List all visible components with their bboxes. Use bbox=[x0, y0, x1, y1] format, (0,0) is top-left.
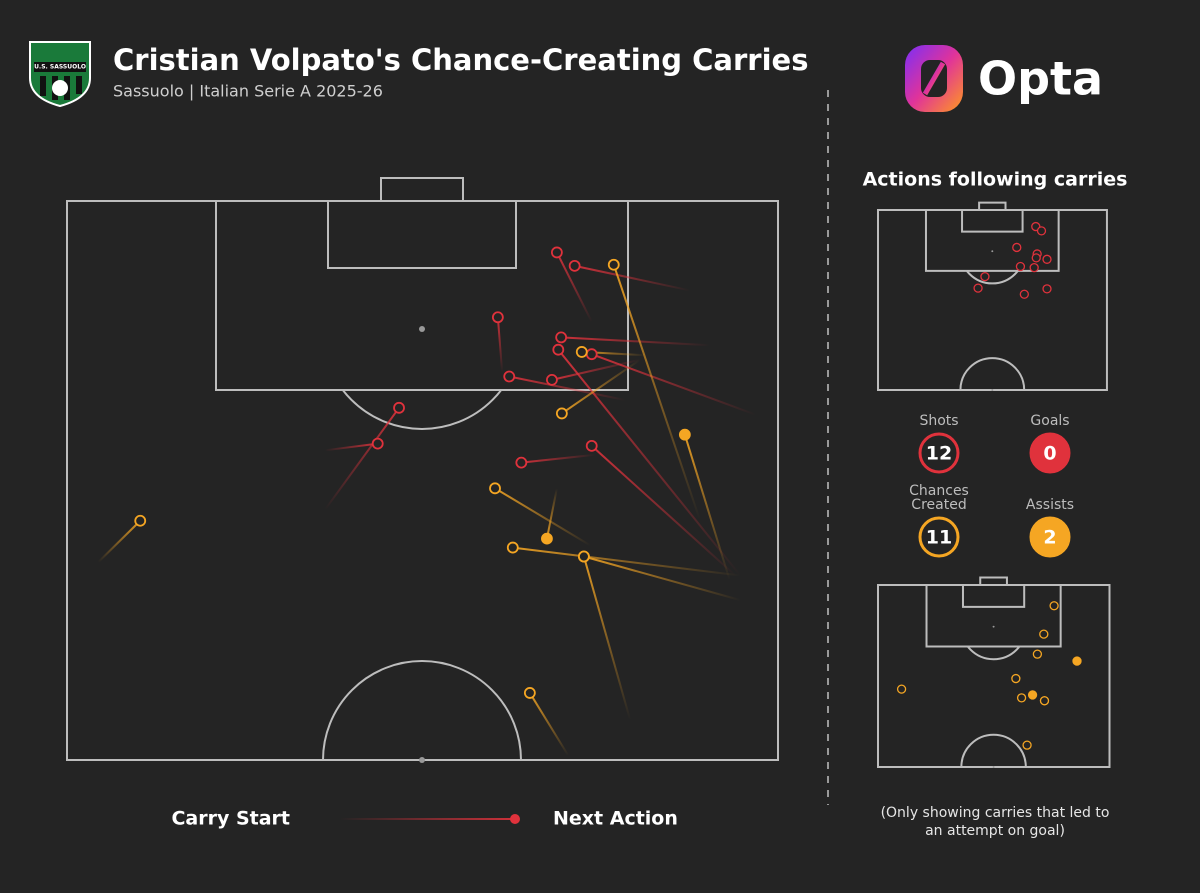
carry-end bbox=[546, 373, 558, 386]
inset-point bbox=[1049, 601, 1059, 611]
inset-point bbox=[1029, 262, 1039, 273]
stat-label: Shots bbox=[919, 413, 959, 429]
carry-line bbox=[545, 488, 558, 539]
carry-end bbox=[550, 246, 563, 259]
inset-pitch-bottom bbox=[878, 578, 1110, 768]
carry-line bbox=[529, 692, 570, 757]
stat-circle bbox=[918, 516, 960, 558]
inset-point bbox=[973, 283, 983, 293]
inset-point bbox=[1022, 740, 1032, 750]
chart-title: Cristian Volpato's Chance-Creating Carri… bbox=[113, 43, 808, 77]
carry-line bbox=[97, 520, 141, 563]
inset-point bbox=[1019, 289, 1029, 299]
carry-line bbox=[494, 487, 591, 547]
carry-end bbox=[552, 343, 565, 356]
carry-end bbox=[585, 439, 598, 452]
carry-end bbox=[515, 456, 528, 469]
inset-pitch-top bbox=[878, 203, 1107, 391]
carry-line bbox=[324, 442, 378, 452]
inset-point bbox=[1027, 690, 1038, 700]
carry-line bbox=[591, 353, 756, 416]
stat-value: 2 bbox=[1043, 527, 1056, 549]
carry-line bbox=[574, 264, 691, 292]
carry-line bbox=[512, 546, 741, 577]
carry-end bbox=[585, 348, 598, 361]
inset-point bbox=[1072, 656, 1082, 666]
carry-end bbox=[503, 370, 516, 383]
carry-end bbox=[134, 514, 147, 527]
inset-point bbox=[1039, 629, 1049, 639]
carry-end bbox=[393, 401, 405, 414]
stat-circle bbox=[918, 432, 960, 474]
stat-circle bbox=[1029, 516, 1071, 558]
carry-end bbox=[555, 407, 568, 420]
carry-line bbox=[557, 349, 742, 577]
carry-line bbox=[583, 555, 741, 602]
badge-text: U.S. SASSUOLO bbox=[34, 64, 86, 71]
legend-start: Carry Start bbox=[171, 808, 290, 830]
stat-label: Chances Created bbox=[909, 483, 969, 513]
carry-end bbox=[541, 532, 553, 545]
inset-point bbox=[1032, 649, 1043, 659]
stat-value: 12 bbox=[926, 443, 952, 465]
main-pitch bbox=[67, 178, 778, 763]
carry-line bbox=[582, 556, 632, 721]
inset-point bbox=[1042, 284, 1052, 294]
inset-point bbox=[1011, 673, 1021, 684]
stat-circle bbox=[1029, 432, 1071, 474]
footnote: (Only showing carries that led to an att… bbox=[880, 805, 1110, 839]
legend-end: Next Action bbox=[553, 808, 678, 830]
inset-point bbox=[1012, 242, 1022, 253]
inset-point bbox=[1036, 226, 1047, 236]
carry-end bbox=[523, 687, 536, 699]
carry-line bbox=[324, 407, 400, 511]
carry-end bbox=[489, 482, 501, 495]
carry-line bbox=[683, 434, 731, 581]
carry-end bbox=[555, 331, 568, 344]
carry-line bbox=[612, 264, 701, 520]
carry-lines bbox=[97, 251, 756, 757]
carry-line bbox=[551, 358, 641, 381]
inset-point bbox=[1042, 254, 1052, 264]
opta-logo: Opta bbox=[905, 45, 1103, 112]
stat-label: Goals bbox=[1030, 413, 1070, 429]
carry-line bbox=[509, 375, 626, 401]
carry-end bbox=[506, 541, 519, 554]
carry-line bbox=[561, 358, 641, 415]
carry-end bbox=[575, 346, 588, 358]
inset-point bbox=[1031, 253, 1041, 263]
chart-subtitle: Sassuolo | Italian Serie A 2025-26 bbox=[113, 82, 383, 101]
carry-line bbox=[521, 453, 596, 464]
inset-point bbox=[896, 684, 907, 694]
carry-end bbox=[678, 428, 691, 441]
carry-line bbox=[555, 251, 593, 323]
inset-point bbox=[980, 271, 990, 282]
carry-line bbox=[591, 445, 737, 577]
inset-point bbox=[1039, 696, 1050, 706]
carry-end bbox=[371, 437, 384, 450]
carry-end bbox=[568, 259, 581, 272]
club-badge: U.S. SASSUOLO bbox=[29, 41, 91, 108]
logo-text: Opta bbox=[978, 52, 1103, 106]
inset-title: Actions following carries bbox=[863, 169, 1128, 191]
carry-end bbox=[577, 550, 590, 563]
stat-value: 0 bbox=[1043, 443, 1056, 465]
carry-end bbox=[607, 258, 620, 271]
carry-line bbox=[496, 317, 504, 373]
carry-end bbox=[491, 311, 504, 324]
legend-dot bbox=[510, 814, 520, 824]
stat-label: Assists bbox=[1025, 497, 1075, 513]
carry-ends bbox=[134, 246, 691, 699]
stat-value: 11 bbox=[926, 527, 952, 549]
inset-point bbox=[1015, 261, 1026, 272]
carry-line bbox=[561, 336, 710, 347]
inset-point bbox=[1016, 693, 1027, 703]
